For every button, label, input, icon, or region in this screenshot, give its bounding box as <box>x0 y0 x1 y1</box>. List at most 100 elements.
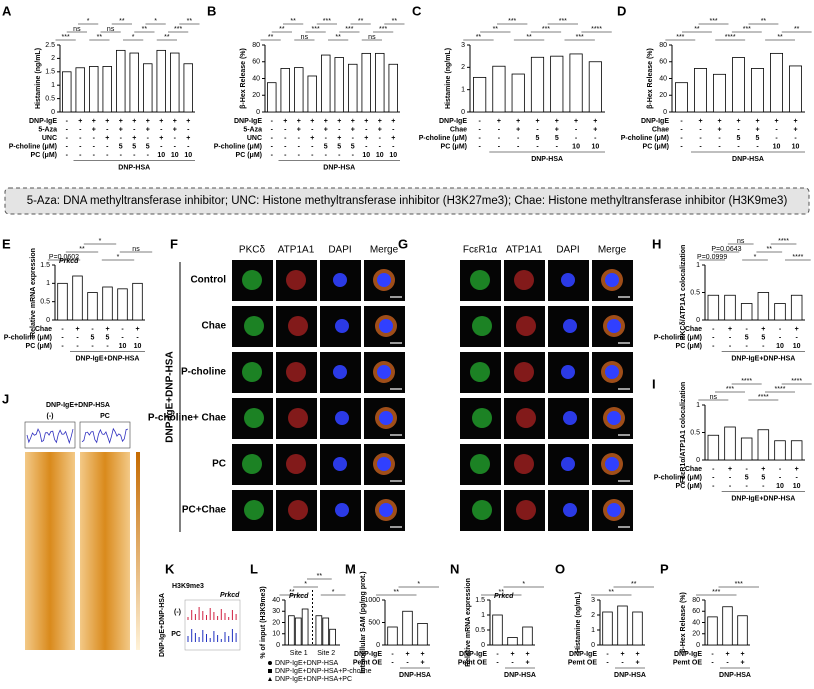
row-cell: - <box>556 143 559 150</box>
row-cell: - <box>779 466 782 473</box>
row-cell: - <box>106 343 109 350</box>
row-cell: - <box>621 659 624 666</box>
row-cell: - <box>284 143 287 150</box>
y-tick-label: 1 <box>591 627 595 634</box>
y-tick-label: 2 <box>51 55 55 62</box>
row-cell: - <box>737 143 740 150</box>
legend-label: DNP-IgE+DNP-HSA <box>275 660 339 667</box>
row-cell: 5 <box>351 143 355 150</box>
y-tick-label: 0.5 <box>690 429 700 436</box>
group-label: DNP-IgE+DNP-HSA <box>731 495 795 502</box>
row-cell: - <box>779 334 782 341</box>
cell-signal <box>333 273 347 287</box>
panel-letter: E <box>2 236 11 251</box>
row-cell: - <box>392 143 395 150</box>
row-cell: - <box>284 126 287 133</box>
row-cell: - <box>762 343 765 350</box>
heatmap <box>80 452 130 650</box>
row-cell: - <box>795 334 798 341</box>
cell-signal <box>288 500 308 520</box>
bar <box>707 434 720 461</box>
legend-label: DNP-IgE+DNP-HSA+PC <box>275 676 352 683</box>
bar <box>694 68 707 113</box>
row-cell: - <box>136 334 139 341</box>
y-tick-label: 20 <box>659 92 667 99</box>
panel-letter: A <box>2 3 12 18</box>
cell-signal <box>286 454 306 474</box>
mark-label: H3K9me3 <box>172 583 204 590</box>
row-cell: + <box>159 135 163 142</box>
row-cell: + <box>132 118 136 125</box>
sig-label: P=0.0602 <box>49 254 79 261</box>
y-tick-label: 2 <box>591 612 595 619</box>
nucleus <box>377 365 391 379</box>
bar <box>417 623 428 646</box>
row-cell: + <box>337 118 341 125</box>
sig-label: ** <box>335 34 341 41</box>
row-cell: - <box>711 651 714 658</box>
bar <box>740 303 753 321</box>
row-cell: - <box>794 135 797 142</box>
y-tick-label: 3 <box>591 597 595 604</box>
row-label: DNP-IgE <box>354 651 382 658</box>
sig-label: ** <box>777 34 783 41</box>
cell-signal <box>242 270 262 290</box>
y-axis-label: Relative mRNA expression <box>30 248 37 337</box>
bar <box>602 611 613 646</box>
row-label: P-choline+ Chae <box>148 413 227 424</box>
sig-label: ** <box>609 589 615 596</box>
row-cell: - <box>756 143 759 150</box>
row-cell: + <box>593 126 597 133</box>
row-cell: - <box>391 659 394 666</box>
nucleus <box>379 411 393 425</box>
row-cell: + <box>497 118 501 125</box>
row-cell: + <box>186 118 190 125</box>
sig-label: ns <box>301 34 309 41</box>
y-tick-label: 20 <box>252 92 260 99</box>
row-cell: - <box>594 135 597 142</box>
cell-signal <box>288 316 308 336</box>
row-label: P-choline (μM) <box>419 135 467 142</box>
row-cell: 10 <box>793 343 801 350</box>
row-cell: - <box>711 659 714 666</box>
bar <box>62 71 72 113</box>
row-label: 5-Aza <box>38 126 57 133</box>
row-cell: 5 <box>132 143 136 150</box>
row-cell: + <box>420 659 424 666</box>
sig-label: *** <box>576 34 584 41</box>
bar <box>280 68 290 113</box>
row-cell: 10 <box>792 143 800 150</box>
row-cell: + <box>92 118 96 125</box>
row-label: PC (μM) <box>441 143 467 150</box>
heatmap <box>25 452 75 650</box>
row-label: Chae <box>652 126 669 133</box>
sig-label: **** <box>758 394 769 401</box>
sig-label: ** <box>164 34 170 41</box>
row-cell: - <box>478 143 481 150</box>
row-cell: + <box>351 126 355 133</box>
row-cell: 10 <box>134 343 142 350</box>
y-tick-label: 0 <box>696 317 700 324</box>
bar <box>321 54 331 113</box>
row-cell: - <box>729 343 732 350</box>
bar <box>492 65 506 113</box>
row-label: P-choline (μM) <box>214 143 262 150</box>
row-cell: + <box>535 118 539 125</box>
row-cell: - <box>271 143 274 150</box>
row-cell: 5 <box>745 474 749 481</box>
bar <box>143 63 153 113</box>
sig-label: **** <box>725 34 736 41</box>
y-tick-label: 1000 <box>364 597 380 604</box>
row-label: DNP-IgE <box>234 118 262 125</box>
cell-signal <box>335 503 349 517</box>
row-cell: + <box>351 118 355 125</box>
cell-signal <box>472 316 492 336</box>
panel-letter: G <box>398 236 408 251</box>
sig-label: * <box>417 581 420 588</box>
nucleus <box>605 365 619 379</box>
y-axis-label: PKCδ/ATP1A1 colocalization <box>680 245 687 341</box>
sig-label: *** <box>735 581 743 588</box>
row-cell: - <box>311 152 314 159</box>
sig-label: ns <box>73 26 81 33</box>
row-label: P-choline <box>181 367 226 378</box>
